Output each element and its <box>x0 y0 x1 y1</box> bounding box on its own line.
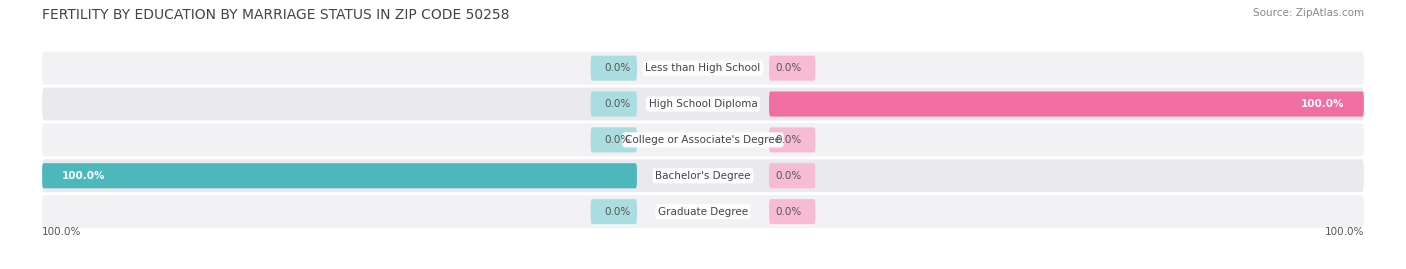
FancyBboxPatch shape <box>769 127 815 153</box>
Text: 100.0%: 100.0% <box>1324 227 1364 238</box>
Text: 100.0%: 100.0% <box>62 171 105 181</box>
FancyBboxPatch shape <box>42 195 1364 228</box>
FancyBboxPatch shape <box>591 127 637 153</box>
FancyBboxPatch shape <box>42 87 1364 121</box>
Text: 0.0%: 0.0% <box>605 135 630 145</box>
FancyBboxPatch shape <box>42 52 1364 85</box>
Text: Bachelor's Degree: Bachelor's Degree <box>655 171 751 181</box>
Text: Source: ZipAtlas.com: Source: ZipAtlas.com <box>1253 8 1364 18</box>
FancyBboxPatch shape <box>42 159 1364 192</box>
Text: 0.0%: 0.0% <box>605 207 630 217</box>
Text: Less than High School: Less than High School <box>645 63 761 73</box>
FancyBboxPatch shape <box>769 56 815 81</box>
Text: 0.0%: 0.0% <box>776 135 801 145</box>
Text: 0.0%: 0.0% <box>776 207 801 217</box>
FancyBboxPatch shape <box>42 163 637 188</box>
FancyBboxPatch shape <box>591 91 637 116</box>
FancyBboxPatch shape <box>769 91 1364 116</box>
Text: 0.0%: 0.0% <box>605 99 630 109</box>
Text: 100.0%: 100.0% <box>42 227 82 238</box>
Text: Graduate Degree: Graduate Degree <box>658 207 748 217</box>
FancyBboxPatch shape <box>769 199 815 224</box>
FancyBboxPatch shape <box>591 199 637 224</box>
FancyBboxPatch shape <box>769 163 815 188</box>
Text: 100.0%: 100.0% <box>1301 99 1344 109</box>
Text: FERTILITY BY EDUCATION BY MARRIAGE STATUS IN ZIP CODE 50258: FERTILITY BY EDUCATION BY MARRIAGE STATU… <box>42 8 510 22</box>
Text: College or Associate's Degree: College or Associate's Degree <box>626 135 780 145</box>
Text: 0.0%: 0.0% <box>605 63 630 73</box>
Text: 0.0%: 0.0% <box>776 171 801 181</box>
Text: High School Diploma: High School Diploma <box>648 99 758 109</box>
Text: 0.0%: 0.0% <box>776 63 801 73</box>
FancyBboxPatch shape <box>42 123 1364 156</box>
FancyBboxPatch shape <box>591 56 637 81</box>
